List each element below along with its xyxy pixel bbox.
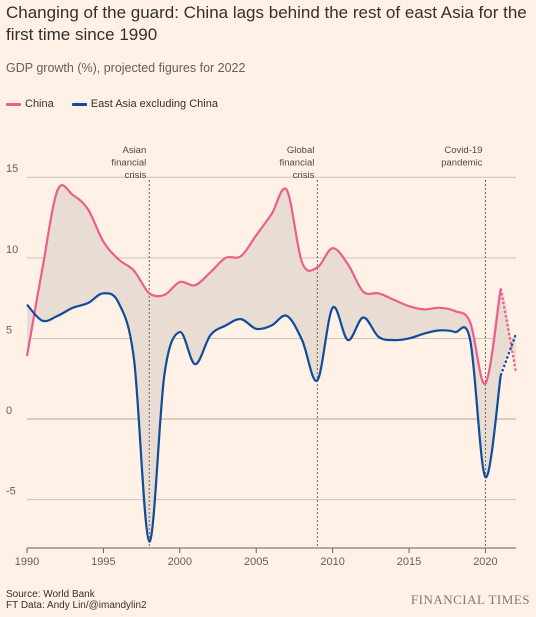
event-annotation: financial [279,158,314,169]
event-annotation: Covid-19 [444,145,482,156]
x-tick-label: 2010 [320,556,344,568]
legend-item-east-asia: East Asia excluding China [71,98,218,110]
y-tick-label: 15 [6,163,18,175]
legend-swatch-east-asia [71,102,87,106]
series-projection-china [499,288,518,373]
source-line: Source: World Bank [6,589,95,600]
x-tick-label: 2000 [168,556,192,568]
legend-label-china: China [25,98,54,110]
x-tick-label: 2020 [473,556,497,568]
x-tick-label: 1990 [15,556,39,568]
legend: China East Asia excluding China [6,98,218,110]
y-tick-label: 5 [6,324,12,336]
chart-title: Changing of the guard: China lags behind… [6,3,527,44]
y-tick-label: 0 [6,405,12,417]
ft-logo: FINANCIAL TIMES [410,592,530,607]
event-annotation: financial [111,158,146,169]
event-annotation: crisis [125,170,147,181]
gap-band [27,185,516,542]
legend-label-east-asia: East Asia excluding China [90,98,218,110]
event-annotation: pandemic [441,158,482,169]
legend-swatch-china [6,102,21,106]
series-line-east-asia [26,292,502,543]
event-annotation: crisis [293,170,315,181]
event-annotation: Global [287,145,314,156]
x-tick-label: 2015 [397,556,421,568]
chart-subtitle: GDP growth (%), projected figures for 20… [6,61,246,75]
y-tick-label: 10 [6,244,18,256]
y-tick-label: -5 [6,486,16,498]
series-line-china [25,184,502,385]
source-note: Source: World Bank FT Data: Andy Lin/@im… [6,589,147,611]
x-tick-label: 1995 [91,556,115,568]
credit-line: FT Data: Andy Lin/@imandylin2 [6,600,147,611]
series-projection-east-asia [499,333,518,376]
legend-item-china: China [6,98,54,110]
event-annotation: Asian [122,145,146,156]
x-tick-label: 2005 [244,556,268,568]
